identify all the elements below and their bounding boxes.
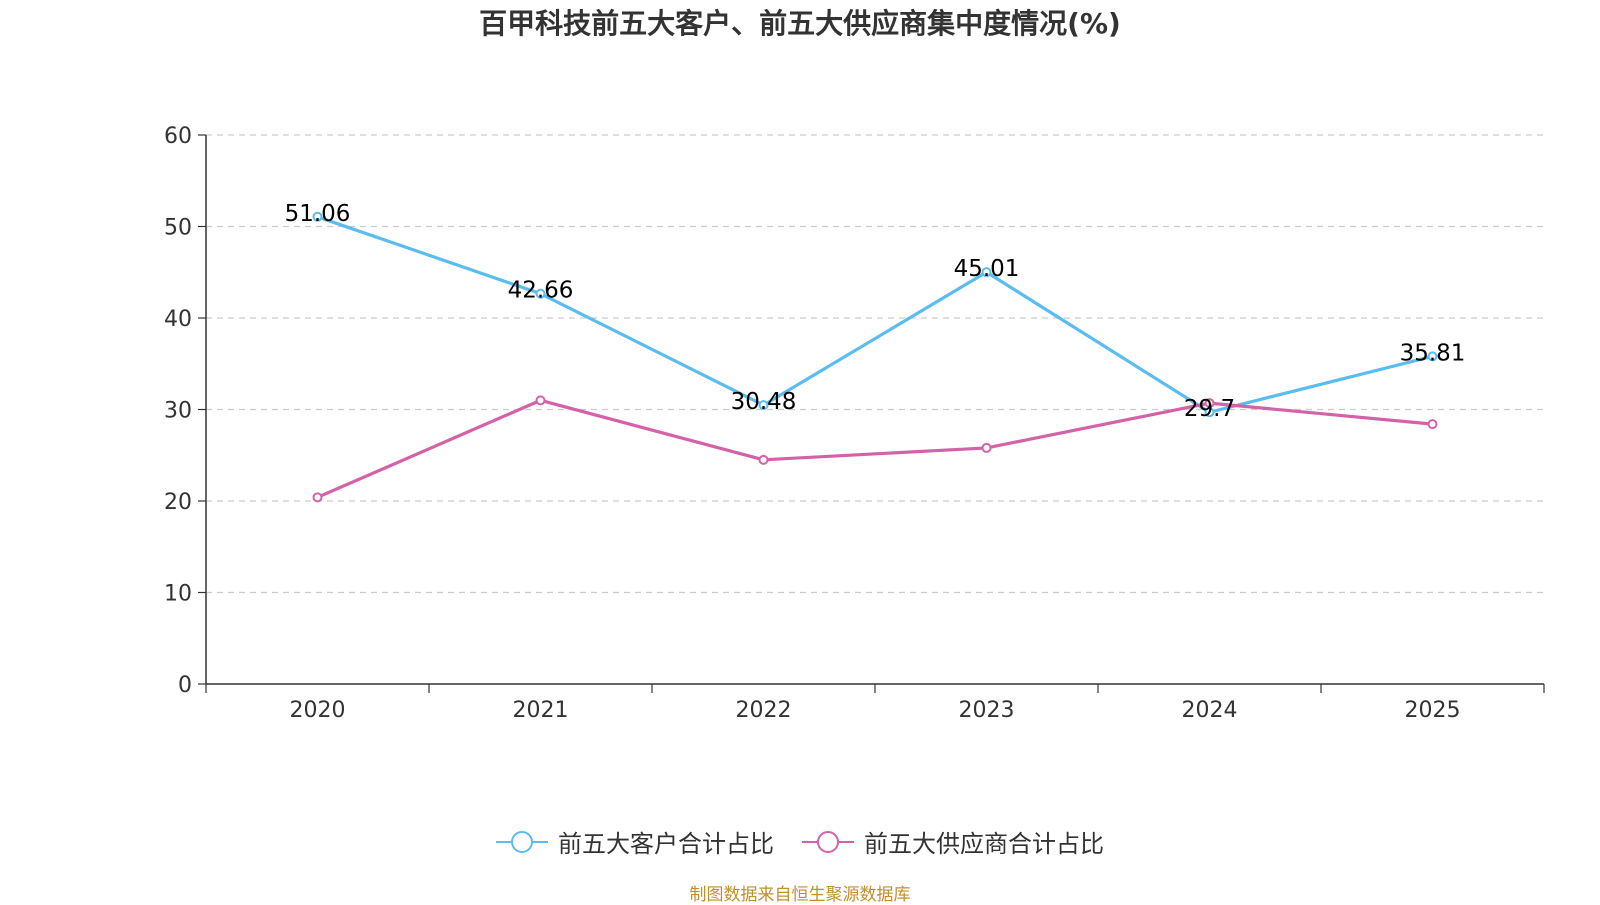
data-label-4: 29.7	[1184, 396, 1235, 422]
legend-label-customers: 前五大客户合计占比	[558, 830, 774, 858]
axes: 0 10 20 30 40 50 60 2020 2021 2022 2023 2024 2025	[164, 124, 1545, 723]
data-point-0-5	[1427, 351, 1438, 362]
data-point-1-1	[535, 395, 546, 406]
data-point-1-0	[312, 492, 323, 503]
data-point-1-3	[981, 442, 992, 453]
gridlines	[206, 134, 1544, 594]
data-point-1-4	[1204, 398, 1215, 409]
legend-label-suppliers: 前五大供应商合计占比	[864, 830, 1104, 858]
y-tick-label: 50	[164, 216, 192, 241]
y-tick-label: 0	[178, 673, 192, 698]
data-labels: 51.06 42.66 30.48 45.01 29.7 35.81	[285, 201, 1466, 422]
legend: 前五大客户合计占比 前五大供应商合计占比	[0, 824, 1600, 859]
data-point-0-2	[758, 400, 769, 411]
x-tick-label-2022: 2022	[736, 698, 792, 723]
y-tick-label: 40	[164, 307, 192, 332]
legend-circle-suppliers	[817, 830, 839, 853]
x-tick-label-2025: 2025	[1405, 698, 1461, 723]
data-point-0-0	[312, 211, 323, 222]
data-label-3: 45.01	[954, 256, 1020, 282]
data-point-1-5	[1427, 419, 1438, 430]
series-lines	[312, 211, 1438, 503]
y-tick-label: 60	[164, 124, 192, 149]
x-tick-label-2024: 2024	[1182, 698, 1238, 723]
data-point-0-4	[1204, 407, 1215, 418]
y-tick-label: 20	[164, 490, 192, 515]
legend-circle-customers	[511, 830, 533, 853]
data-label-2: 30.48	[731, 389, 797, 415]
x-tick-label-2021: 2021	[513, 698, 569, 723]
y-tick-label: 10	[164, 582, 192, 607]
legend-marker-suppliers	[802, 830, 854, 853]
legend-item-customers[interactable]: 前五大客户合计占比	[496, 824, 774, 859]
legend-item-suppliers[interactable]: 前五大供应商合计占比	[802, 824, 1104, 859]
data-point-0-1	[535, 288, 546, 299]
y-tick-label: 30	[164, 399, 192, 424]
legend-marker-customers	[496, 830, 548, 853]
data-label-1: 42.66	[508, 278, 574, 304]
data-point-0-3	[981, 267, 992, 278]
chart-title: 百甲科技前五大客户、前五大供应商集中度情况(%)	[479, 7, 1121, 40]
series-line-0	[316, 215, 1433, 414]
x-tick-label-2020: 2020	[290, 698, 346, 723]
data-source-note: 制图数据来自恒生聚源数据库	[689, 885, 911, 905]
series-line-1	[316, 398, 1433, 499]
data-label-0: 51.06	[285, 201, 351, 227]
data-label-5: 35.81	[1400, 340, 1466, 366]
x-tick-label-2023: 2023	[959, 698, 1015, 723]
data-point-1-2	[758, 454, 769, 465]
